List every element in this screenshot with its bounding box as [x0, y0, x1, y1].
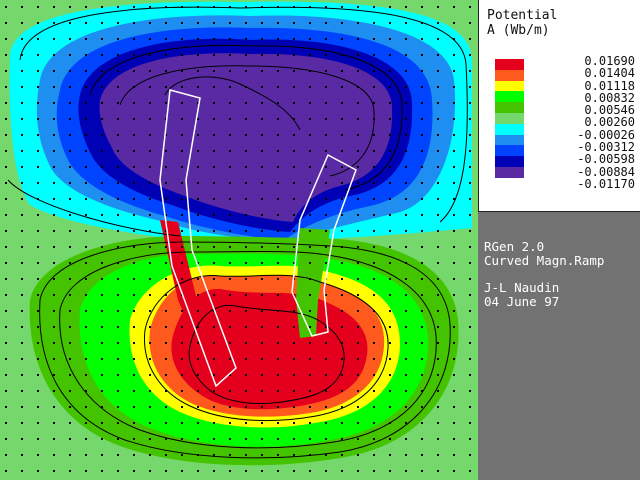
- left-magnet-outline: [159, 89, 237, 388]
- mesh-dot-grid: [0, 0, 478, 480]
- legend-swatch: [495, 145, 524, 157]
- legend-swatch: [495, 123, 524, 135]
- legend-value: 0.01404: [584, 66, 635, 81]
- right-magnet-outline: [291, 153, 357, 337]
- legend-value: 0.00546: [584, 103, 635, 118]
- legend-value: -0.00884: [577, 164, 635, 179]
- legend-swatch: [495, 59, 524, 70]
- legend-swatch: [495, 91, 524, 103]
- legend-swatch: [495, 156, 524, 167]
- legend-value: 0.01118: [584, 78, 635, 93]
- legend-value: 0.00260: [584, 115, 635, 130]
- author-name: J-L Naudin: [484, 280, 560, 295]
- legend-swatch: [495, 69, 524, 81]
- legend-values: 0.01690 0.01404 0.01118 0.00832 0.00546 0.002…: [531, 54, 635, 191]
- program-version: RGen 2.0: [484, 239, 545, 254]
- magnet-outlines: [159, 89, 357, 388]
- legend-swatches: [495, 59, 524, 178]
- legend-value: 0.01690: [584, 54, 635, 68]
- legend-value: -0.00312: [577, 140, 635, 155]
- legend-value: -0.01170: [577, 176, 635, 191]
- legend-value: 0.00832: [584, 90, 635, 105]
- legend-swatch: [495, 166, 524, 178]
- legend-swatch: [495, 112, 524, 124]
- legend-value: -0.00026: [577, 127, 635, 142]
- legend-panel: Potential A (Wb/m) 0.01690 0.01404 0.01118…: [478, 0, 640, 212]
- legend-value: -0.00598: [577, 152, 635, 167]
- legend-swatch: [495, 102, 524, 113]
- legend-swatch: [495, 80, 524, 92]
- legend-title: Potential: [487, 8, 558, 23]
- model-name: Curved Magn.Ramp: [484, 253, 605, 268]
- date-label: 04 June 97: [484, 294, 560, 309]
- legend-units: A (Wb/m): [487, 23, 550, 38]
- legend-swatch: [495, 134, 524, 146]
